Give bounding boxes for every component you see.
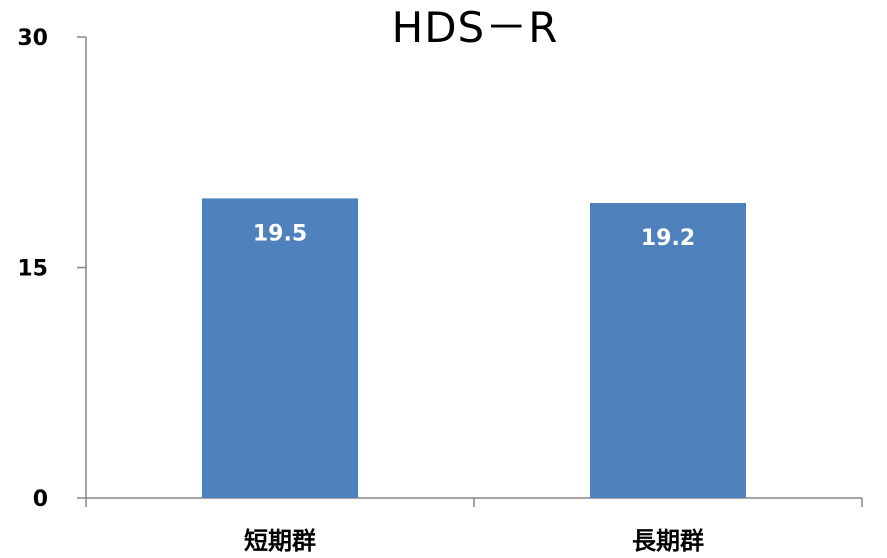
data-label: 19.2 xyxy=(641,226,695,251)
bar xyxy=(590,202,746,498)
chart-title: HDS－R xyxy=(392,3,559,52)
y-tick-label: 0 xyxy=(33,487,48,512)
data-label: 19.5 xyxy=(253,221,307,246)
y-tick-label: 30 xyxy=(17,26,48,51)
category-label: 短期群 xyxy=(244,527,316,555)
chart-labels: 0 15 30 19.5 短期群 19.2 長期群 xyxy=(17,26,704,555)
chart-bars xyxy=(202,198,746,498)
y-tick-label: 15 xyxy=(17,257,48,282)
bar xyxy=(202,198,358,498)
category-label: 長期群 xyxy=(632,527,704,555)
